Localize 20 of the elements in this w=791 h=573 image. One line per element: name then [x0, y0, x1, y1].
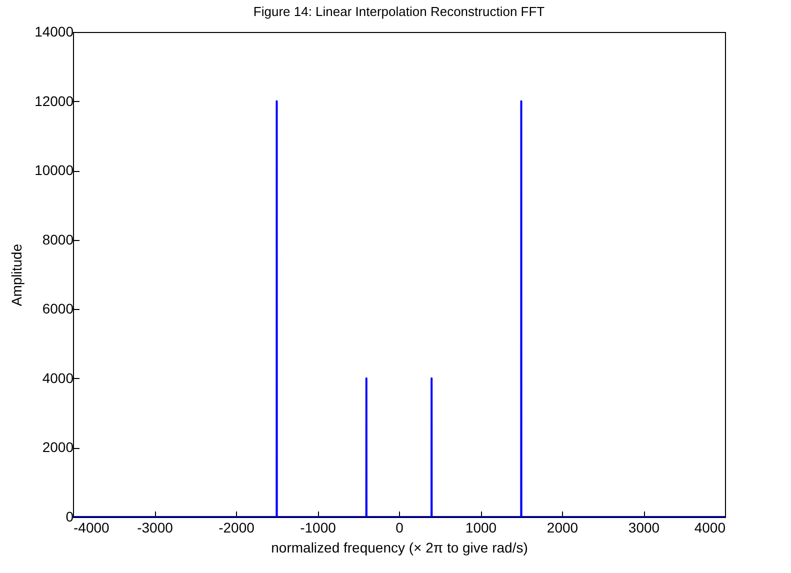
y-tick-label: 2000 — [42, 439, 74, 456]
y-axis-title: Amplitude — [8, 244, 25, 306]
y-tick-label: 6000 — [42, 300, 74, 317]
x-tick-label: -1000 — [300, 520, 336, 536]
x-axis-title: normalized frequency (× 2π to give rad/s) — [271, 540, 528, 556]
x-tick-label: -3000 — [137, 520, 174, 536]
y-tick-label: 4000 — [42, 370, 74, 386]
x-tick-label: 3000 — [628, 520, 660, 536]
y-tick-label: 14000 — [34, 24, 74, 40]
chart-title: Figure 14: Linear Interpolation Reconstruction FFT — [253, 4, 545, 19]
y-tick-label: 10000 — [34, 162, 74, 178]
x-tick-label: -2000 — [218, 520, 255, 536]
x-tick-label: 4000 — [694, 520, 726, 536]
x-tick-label: 2000 — [546, 520, 578, 536]
x-tick-label: -4000 — [74, 520, 110, 536]
y-tick-label: 8000 — [42, 231, 74, 248]
x-tick-label: 0 — [396, 520, 404, 536]
y-tick-label: 0 — [66, 508, 74, 524]
y-tick-label: 12000 — [34, 92, 74, 109]
x-tick-label: 1000 — [465, 520, 497, 536]
